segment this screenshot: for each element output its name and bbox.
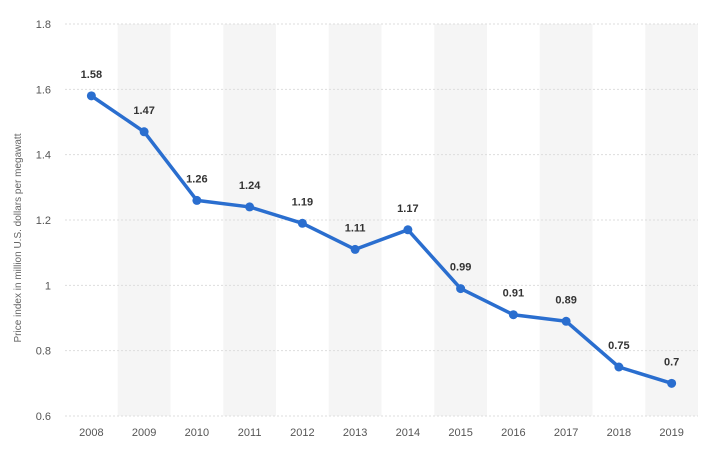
x-tick-label: 2012	[290, 427, 314, 439]
data-label: 0.99	[450, 262, 471, 274]
x-tick-label: 2011	[238, 427, 262, 439]
x-tick-label: 2016	[501, 427, 525, 439]
data-point	[667, 378, 677, 388]
data-label: 0.89	[555, 294, 576, 306]
gridlines	[65, 23, 698, 417]
x-tick-label: 2013	[343, 427, 367, 439]
data-label: 0.75	[608, 340, 629, 352]
x-tick-label: 2018	[607, 427, 631, 439]
data-point	[245, 202, 255, 212]
data-point	[350, 244, 360, 254]
data-point	[139, 127, 149, 137]
data-point	[192, 195, 202, 205]
data-label: 1.11	[345, 222, 366, 234]
y-tick-label: 1.4	[36, 150, 51, 162]
data-point	[86, 91, 96, 101]
y-tick-label: 0.6	[36, 411, 51, 423]
y-tick-label: 1.8	[36, 19, 51, 31]
data-point	[456, 284, 466, 294]
data-point	[561, 316, 571, 326]
x-tick-label: 2010	[185, 427, 209, 439]
y-axis-title: Price index in million U.S. dollars per …	[13, 133, 24, 342]
data-point	[508, 310, 518, 320]
y-tick-label: 0.8	[36, 346, 51, 358]
y-tick-label: 1	[45, 280, 51, 292]
data-labels: 1.58 1.47 1.26 1.24 1.19 1.11 1.17 0.99 0.91 0.89…	[81, 69, 680, 368]
data-label: 1.58	[81, 69, 102, 81]
data-label: 1.26	[186, 173, 207, 185]
x-tick-label: 2015	[448, 427, 472, 439]
data-label: 1.17	[397, 203, 418, 215]
x-tick-label: 2017	[554, 427, 578, 439]
series-group	[86, 91, 677, 388]
data-point	[403, 225, 413, 235]
data-label: 1.24	[239, 180, 261, 192]
data-point	[297, 218, 307, 228]
x-tick-label: 2009	[132, 427, 156, 439]
x-axis-ticks: 2008 2009 2010 2011 2012 2013 2014 2015 2016 2017…	[79, 427, 684, 439]
data-label: 1.47	[133, 105, 154, 117]
x-tick-label: 2019	[659, 427, 683, 439]
data-label: 0.7	[664, 356, 679, 368]
data-label: 0.91	[503, 288, 524, 300]
data-label: 1.19	[292, 196, 313, 208]
data-point	[614, 362, 624, 372]
x-tick-label: 2008	[79, 427, 103, 439]
x-tick-label: 2014	[396, 427, 420, 439]
y-tick-label: 1.2	[36, 215, 51, 227]
y-axis-ticks: 0.6 0.8 1 1.2 1.4 1.6 1.8	[36, 19, 51, 423]
y-tick-label: 1.6	[36, 84, 51, 96]
series-line	[89, 94, 674, 386]
